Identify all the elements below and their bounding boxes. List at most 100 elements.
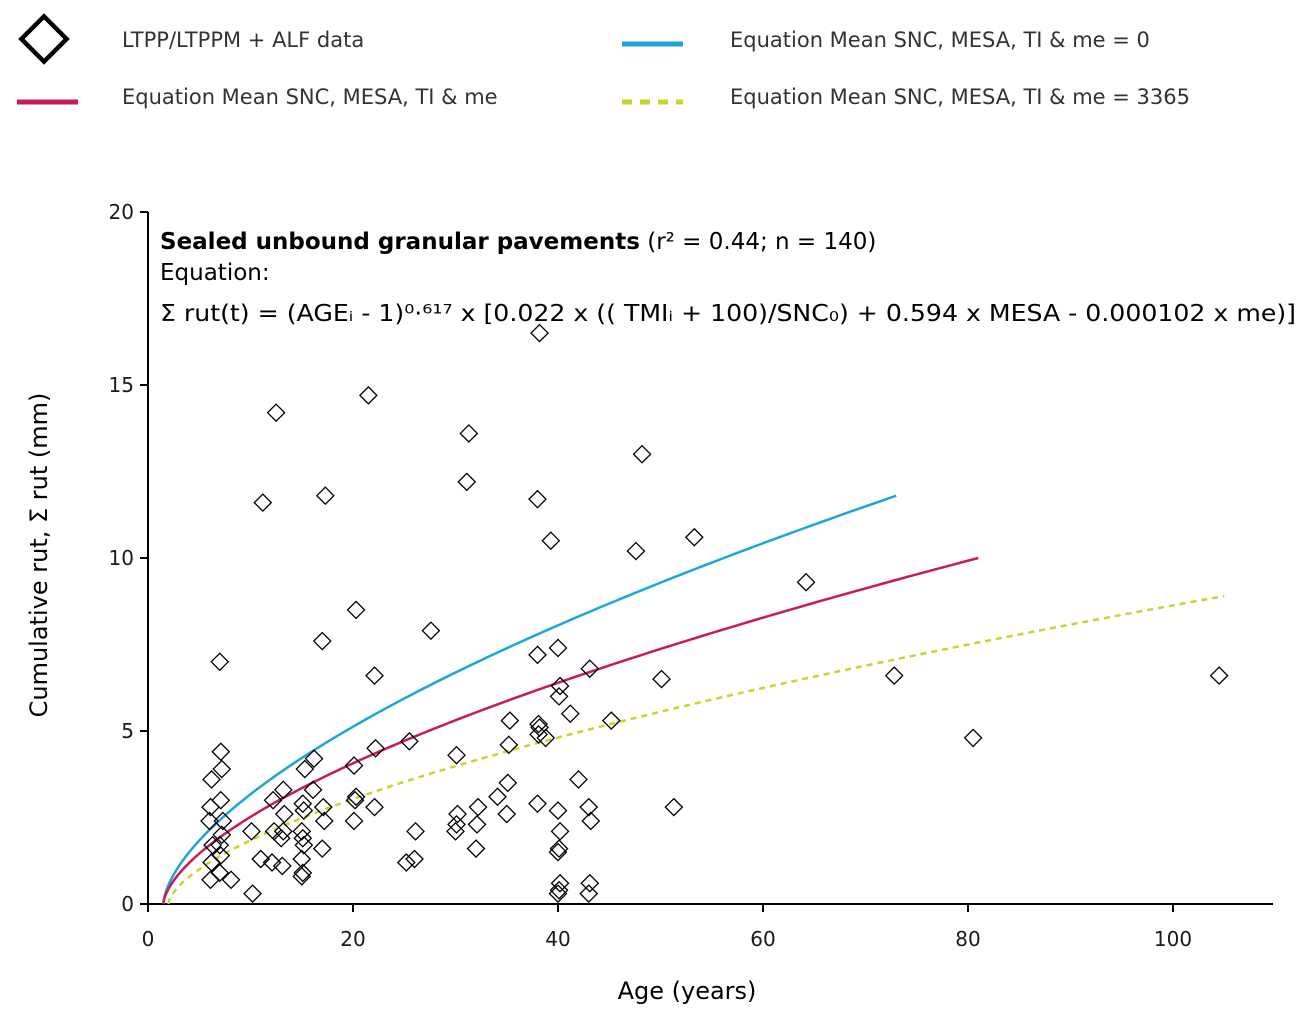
- data-point: [569, 770, 588, 789]
- data-point: [292, 821, 312, 841]
- data-point: [421, 621, 441, 641]
- data-point: [313, 797, 333, 817]
- y-tick-label: 0: [121, 892, 134, 916]
- data-point: [212, 825, 232, 845]
- data-point: [212, 759, 232, 779]
- data-point: [273, 780, 293, 800]
- data-point: [274, 804, 294, 824]
- data-point: [312, 631, 332, 651]
- data-point: [365, 797, 384, 817]
- x-tick-label: 40: [545, 927, 570, 951]
- data-point: [344, 756, 364, 776]
- data-point: [346, 600, 366, 620]
- curve-mean: [162, 556, 979, 905]
- curves: [162, 494, 1225, 905]
- annotation-title-bold: Sealed unbound granular pavements: [160, 229, 640, 255]
- data-point: [211, 846, 231, 865]
- data-point: [963, 728, 983, 748]
- data-point: [467, 815, 487, 834]
- y-tick-label: 5: [121, 719, 134, 743]
- data-point: [652, 669, 671, 689]
- x-tick-label: 20: [340, 927, 365, 951]
- annotation: Sealed unbound granular pavements (r² = …: [160, 229, 1296, 327]
- data-points: [200, 323, 1229, 904]
- annotation-equation: Σ rut(t) = (AGEᵢ - 1)⁰·⁶¹⁷ x [0.022 x ((…: [160, 301, 1296, 327]
- data-point: [500, 711, 520, 731]
- data-point: [1209, 666, 1229, 686]
- data-point: [626, 541, 646, 561]
- data-point: [459, 424, 479, 443]
- data-point: [528, 794, 547, 814]
- legend-label-points: LTPP/LTPPM + ALF data: [122, 28, 364, 52]
- data-point: [312, 839, 332, 859]
- data-point: [303, 780, 323, 800]
- data-point: [201, 870, 220, 890]
- data-point: [396, 853, 416, 872]
- x-tick-label: 60: [750, 927, 775, 951]
- data-point: [466, 839, 486, 859]
- data-point: [345, 790, 365, 810]
- data-point: [366, 738, 385, 758]
- data-point: [550, 821, 570, 841]
- data-point: [210, 652, 230, 672]
- y-axis-label: Cumulative rut, Σ rut (mm): [25, 393, 53, 718]
- data-point: [684, 527, 704, 547]
- data-point: [550, 676, 570, 696]
- curve-me0: [162, 494, 897, 905]
- data-point: [292, 849, 312, 869]
- data-point: [203, 835, 222, 855]
- data-point: [314, 811, 334, 831]
- legend-item-me3365: Equation Mean SNC, MESA, TI & me = 3365: [622, 85, 1190, 109]
- data-point: [528, 645, 547, 665]
- data-point: [457, 472, 477, 492]
- data-point: [499, 735, 519, 755]
- data-point: [399, 731, 419, 751]
- y-tick-label: 10: [109, 546, 134, 570]
- data-point: [243, 884, 262, 904]
- data-point: [536, 728, 556, 748]
- data-point: [253, 493, 273, 513]
- legend-item-points: LTPP/LTPPM + ALF data: [18, 13, 364, 65]
- y-ticks: 0 5 10 15 20: [109, 200, 148, 916]
- data-point: [884, 666, 904, 686]
- data-point: [315, 486, 335, 506]
- data-point: [796, 572, 816, 592]
- data-point: [210, 835, 230, 855]
- data-point: [448, 804, 467, 824]
- data-point: [200, 811, 219, 831]
- data-point: [213, 811, 233, 831]
- data-point: [548, 638, 568, 658]
- data-point: [262, 853, 282, 872]
- data-point: [358, 385, 378, 405]
- data-point: [541, 531, 561, 551]
- data-point: [579, 884, 599, 904]
- data-point: [295, 759, 315, 779]
- axes: 0 20 40 60 80 100 0 5 10 15 20: [109, 200, 1273, 951]
- data-point: [560, 704, 580, 724]
- data-point: [210, 863, 230, 883]
- data-point: [346, 787, 366, 807]
- data-point: [498, 773, 518, 793]
- data-point: [488, 787, 507, 807]
- data-point: [468, 797, 488, 817]
- annotation-title-rest: (r² = 0.44; n = 140): [640, 229, 876, 255]
- legend: LTPP/LTPPM + ALF data Equation Mean SNC,…: [17, 13, 1190, 109]
- curve-me3365: [167, 594, 1225, 905]
- data-point: [497, 804, 517, 824]
- data-point: [266, 403, 286, 423]
- data-point: [581, 811, 601, 831]
- data-point: [293, 794, 313, 814]
- data-point: [664, 797, 684, 817]
- data-point: [580, 873, 600, 893]
- data-point: [447, 815, 466, 834]
- x-tick-label: 0: [142, 927, 155, 951]
- data-point: [529, 714, 548, 734]
- data-point: [632, 444, 652, 464]
- y-tick-label: 15: [109, 373, 134, 397]
- data-point: [549, 839, 569, 859]
- data-point: [601, 711, 621, 731]
- data-point: [211, 742, 231, 762]
- data-point: [530, 323, 549, 343]
- x-axis-label: Age (years): [618, 977, 757, 1005]
